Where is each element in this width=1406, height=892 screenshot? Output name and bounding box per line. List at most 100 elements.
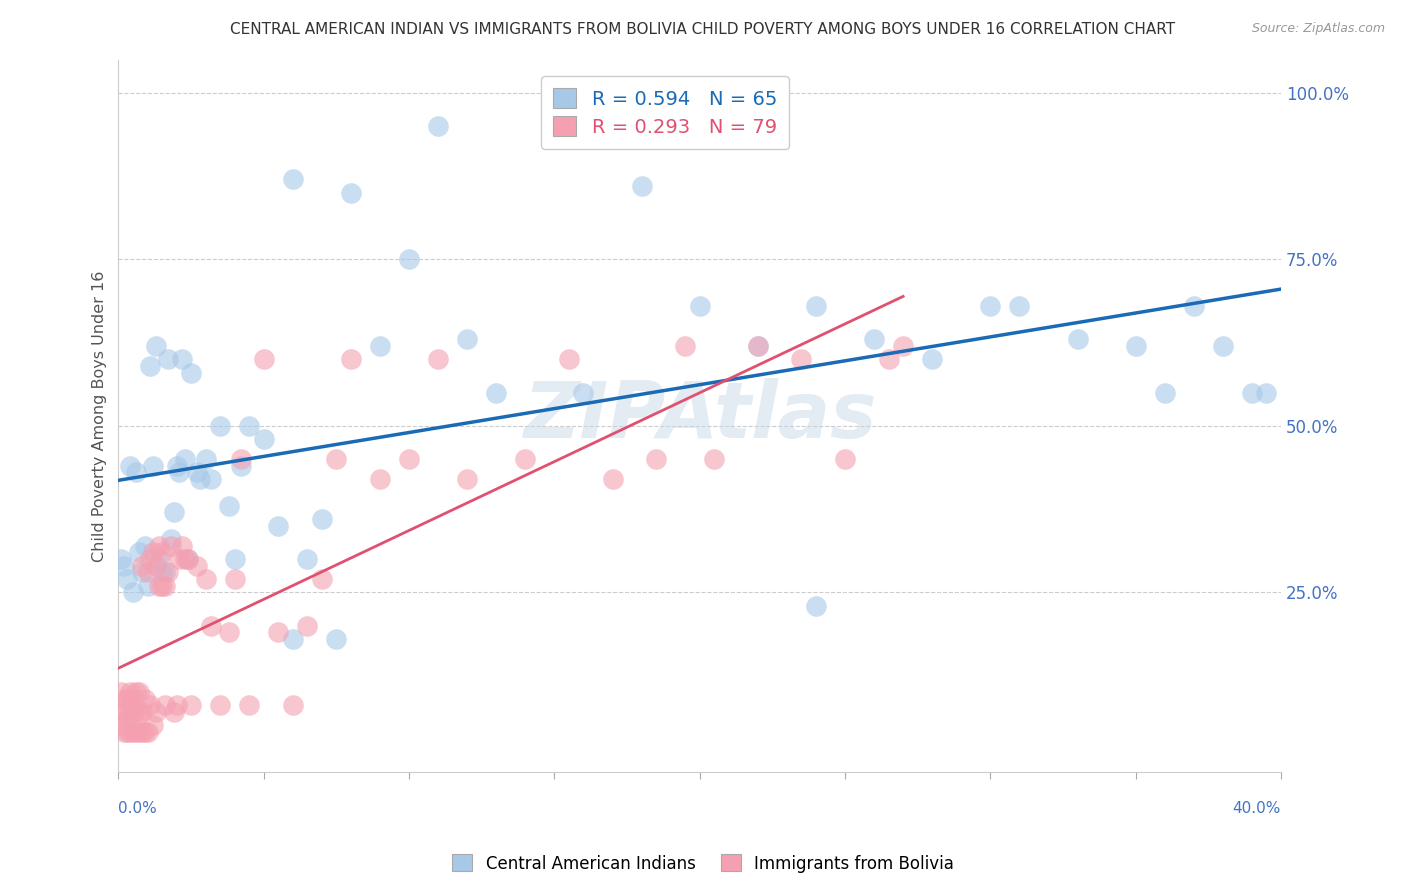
- Point: [131, 705, 153, 719]
- Point: [1066, 332, 1088, 346]
- Point: [122, 585, 145, 599]
- Point: [128, 545, 150, 559]
- Point: [150, 579, 173, 593]
- Point: [891, 339, 914, 353]
- Point: [125, 725, 148, 739]
- Text: CENTRAL AMERICAN INDIAN VS IMMIGRANTS FROM BOLIVIA CHILD POVERTY AMONG BOYS UNDE: CENTRAL AMERICAN INDIAN VS IMMIGRANTS FR…: [231, 22, 1175, 37]
- Point: [148, 552, 170, 566]
- Point: [194, 452, 217, 467]
- Point: [747, 339, 769, 353]
- Point: [131, 725, 153, 739]
- Point: [128, 705, 150, 719]
- Point: [110, 718, 132, 732]
- Point: [131, 558, 153, 573]
- Point: [134, 725, 156, 739]
- Point: [218, 625, 240, 640]
- Point: [128, 725, 150, 739]
- Point: [188, 472, 211, 486]
- Point: [267, 625, 290, 640]
- Point: [134, 539, 156, 553]
- Point: [177, 552, 200, 566]
- Point: [229, 452, 252, 467]
- Point: [139, 552, 162, 566]
- Point: [238, 698, 260, 713]
- Point: [543, 86, 565, 100]
- Point: [115, 712, 138, 726]
- Point: [485, 385, 508, 400]
- Point: [150, 545, 173, 559]
- Point: [172, 352, 194, 367]
- Point: [125, 685, 148, 699]
- Point: [209, 698, 232, 713]
- Point: [1182, 299, 1205, 313]
- Point: [115, 572, 138, 586]
- Point: [120, 685, 142, 699]
- Point: [515, 452, 537, 467]
- Point: [174, 452, 197, 467]
- Point: [311, 512, 333, 526]
- Point: [200, 472, 222, 486]
- Point: [153, 698, 176, 713]
- Point: [110, 705, 132, 719]
- Point: [224, 552, 246, 566]
- Point: [145, 339, 167, 353]
- Point: [131, 566, 153, 580]
- Legend: Central American Indians, Immigrants from Bolivia: Central American Indians, Immigrants fro…: [446, 847, 960, 880]
- Point: [238, 418, 260, 433]
- Legend: R = 0.594   N = 65, R = 0.293   N = 79: R = 0.594 N = 65, R = 0.293 N = 79: [541, 77, 789, 149]
- Point: [297, 618, 319, 632]
- Point: [325, 632, 347, 646]
- Point: [163, 505, 186, 519]
- Point: [229, 458, 252, 473]
- Point: [159, 532, 181, 546]
- Point: [163, 705, 186, 719]
- Point: [1212, 339, 1234, 353]
- Point: [153, 566, 176, 580]
- Point: [602, 472, 624, 486]
- Point: [224, 572, 246, 586]
- Point: [120, 705, 142, 719]
- Point: [115, 691, 138, 706]
- Point: [150, 566, 173, 580]
- Point: [253, 432, 276, 446]
- Point: [281, 172, 304, 186]
- Point: [218, 499, 240, 513]
- Point: [281, 698, 304, 713]
- Text: ZIPAtlas: ZIPAtlas: [523, 378, 876, 454]
- Point: [398, 252, 420, 267]
- Point: [125, 705, 148, 719]
- Point: [804, 299, 827, 313]
- Point: [148, 579, 170, 593]
- Text: 40.0%: 40.0%: [1233, 801, 1281, 815]
- Point: [456, 332, 478, 346]
- Point: [128, 685, 150, 699]
- Point: [325, 452, 347, 467]
- Point: [790, 352, 813, 367]
- Text: Source: ZipAtlas.com: Source: ZipAtlas.com: [1251, 22, 1385, 36]
- Point: [703, 452, 725, 467]
- Point: [747, 339, 769, 353]
- Point: [174, 552, 197, 566]
- Point: [110, 685, 132, 699]
- Point: [115, 725, 138, 739]
- Point: [645, 452, 668, 467]
- Point: [186, 466, 208, 480]
- Point: [145, 558, 167, 573]
- Point: [1153, 385, 1175, 400]
- Point: [180, 698, 202, 713]
- Point: [281, 632, 304, 646]
- Point: [145, 705, 167, 719]
- Point: [134, 691, 156, 706]
- Point: [267, 518, 290, 533]
- Point: [834, 452, 856, 467]
- Point: [142, 718, 165, 732]
- Point: [125, 466, 148, 480]
- Point: [427, 352, 450, 367]
- Point: [689, 299, 711, 313]
- Point: [1008, 299, 1031, 313]
- Point: [166, 698, 188, 713]
- Point: [142, 545, 165, 559]
- Point: [180, 366, 202, 380]
- Point: [630, 179, 652, 194]
- Point: [169, 552, 191, 566]
